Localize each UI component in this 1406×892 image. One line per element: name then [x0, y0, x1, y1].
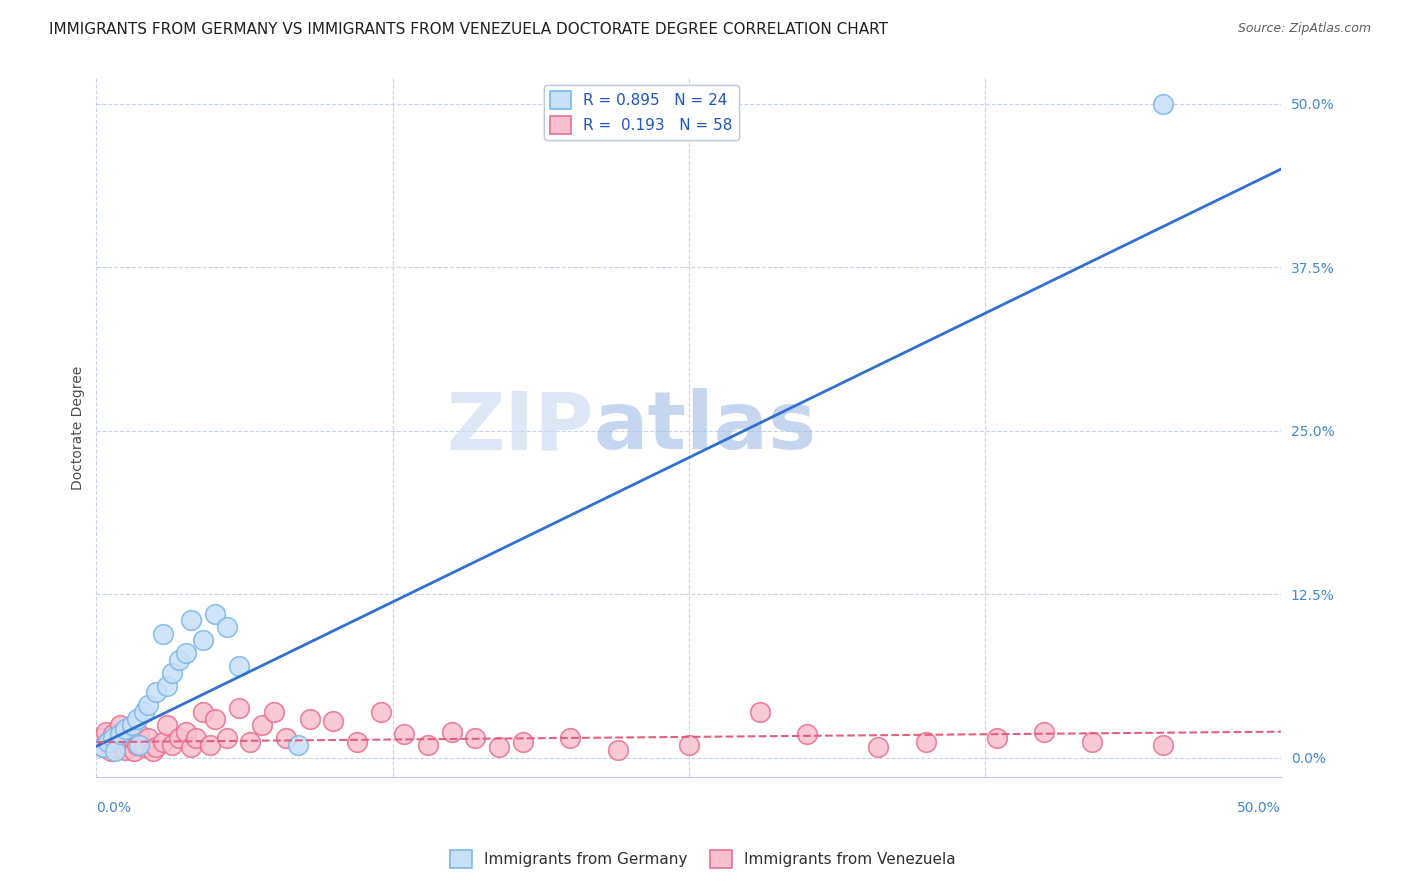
- Point: [100, 744, 122, 758]
- Point: [169, 653, 191, 667]
- Point: [160, 665, 183, 680]
- Point: [191, 705, 214, 719]
- Text: ZIP: ZIP: [447, 388, 593, 467]
- Point: [104, 744, 127, 758]
- Point: [111, 738, 134, 752]
- Point: [107, 731, 129, 746]
- Point: [191, 633, 214, 648]
- Point: [748, 705, 770, 719]
- Point: [868, 740, 890, 755]
- Point: [145, 740, 167, 755]
- Point: [122, 744, 145, 758]
- Point: [263, 705, 285, 719]
- Point: [138, 731, 160, 746]
- Point: [114, 743, 136, 757]
- Point: [322, 714, 344, 729]
- Point: [215, 620, 238, 634]
- Point: [108, 718, 131, 732]
- Point: [606, 743, 628, 757]
- Point: [914, 735, 936, 749]
- Point: [101, 731, 124, 746]
- Point: [180, 614, 202, 628]
- Point: [97, 735, 120, 749]
- Point: [176, 724, 198, 739]
- Point: [228, 659, 250, 673]
- Point: [560, 731, 582, 746]
- Point: [128, 727, 150, 741]
- Point: [228, 701, 250, 715]
- Text: Source: ZipAtlas.com: Source: ZipAtlas.com: [1237, 22, 1371, 36]
- Point: [152, 626, 174, 640]
- Point: [132, 740, 155, 755]
- Text: 50.0%: 50.0%: [1237, 801, 1281, 815]
- Point: [204, 607, 226, 621]
- Point: [370, 705, 392, 719]
- Point: [464, 731, 486, 746]
- Point: [93, 740, 115, 755]
- Point: [184, 731, 207, 746]
- Point: [416, 738, 439, 752]
- Legend: Immigrants from Germany, Immigrants from Venezuela: Immigrants from Germany, Immigrants from…: [444, 844, 962, 873]
- Point: [156, 718, 179, 732]
- Point: [512, 735, 534, 749]
- Point: [114, 722, 136, 736]
- Point: [125, 738, 148, 752]
- Point: [204, 712, 226, 726]
- Point: [101, 727, 124, 741]
- Point: [298, 712, 321, 726]
- Point: [252, 718, 274, 732]
- Y-axis label: Doctorate Degree: Doctorate Degree: [72, 366, 86, 490]
- Text: IMMIGRANTS FROM GERMANY VS IMMIGRANTS FROM VENEZUELA DOCTORATE DEGREE CORRELATIO: IMMIGRANTS FROM GERMANY VS IMMIGRANTS FR…: [49, 22, 889, 37]
- Point: [394, 727, 416, 741]
- Text: 0.0%: 0.0%: [97, 801, 131, 815]
- Point: [121, 718, 143, 732]
- Point: [118, 740, 141, 755]
- Point: [93, 740, 115, 755]
- Point: [142, 744, 165, 758]
- Point: [176, 646, 198, 660]
- Point: [125, 712, 148, 726]
- Text: atlas: atlas: [593, 388, 817, 467]
- Point: [239, 735, 262, 749]
- Point: [160, 738, 183, 752]
- Point: [678, 738, 700, 752]
- Point: [440, 724, 463, 739]
- Point: [138, 698, 160, 713]
- Point: [132, 705, 155, 719]
- Point: [156, 679, 179, 693]
- Point: [128, 738, 150, 752]
- Point: [145, 685, 167, 699]
- Point: [1152, 738, 1174, 752]
- Point: [287, 738, 309, 752]
- Point: [97, 735, 120, 749]
- Point: [115, 735, 138, 749]
- Point: [346, 735, 368, 749]
- Point: [169, 731, 191, 746]
- Point: [198, 738, 221, 752]
- Point: [90, 731, 112, 746]
- Point: [108, 727, 131, 741]
- Point: [1080, 735, 1102, 749]
- Point: [152, 735, 174, 749]
- Point: [121, 731, 143, 746]
- Point: [488, 740, 510, 755]
- Point: [274, 731, 297, 746]
- Point: [796, 727, 818, 741]
- Point: [94, 724, 117, 739]
- Point: [215, 731, 238, 746]
- Point: [1033, 724, 1056, 739]
- Legend: R = 0.895   N = 24, R =  0.193   N = 58: R = 0.895 N = 24, R = 0.193 N = 58: [544, 85, 740, 140]
- Point: [986, 731, 1008, 746]
- Point: [1152, 96, 1174, 111]
- Point: [104, 740, 127, 755]
- Point: [180, 740, 202, 755]
